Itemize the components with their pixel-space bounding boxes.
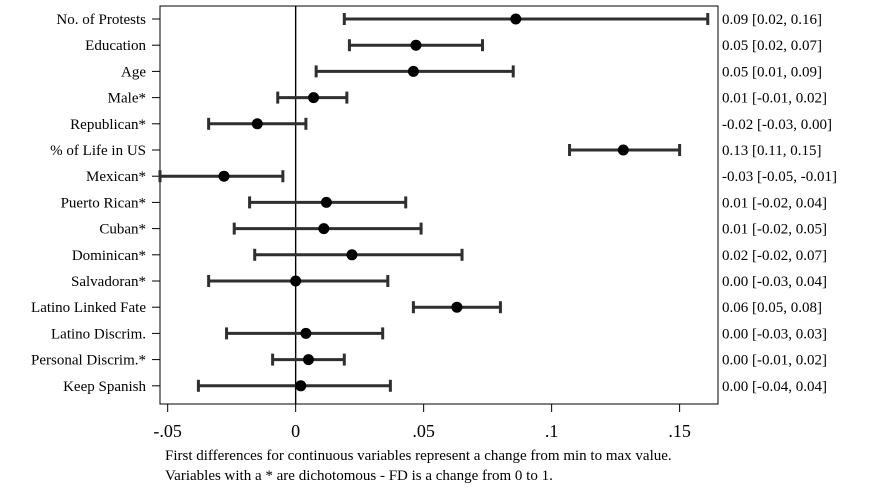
coefficient-row: Age 0.05 [0.01, 0.09] bbox=[121, 64, 822, 80]
estimate-value-label: 0.05 [0.01, 0.09] bbox=[722, 64, 822, 80]
point-estimate bbox=[407, 65, 419, 77]
coefficient-row: Puerto Rican* 0.01 [-0.02, 0.04] bbox=[61, 195, 827, 211]
plot-frame bbox=[159, 5, 719, 405]
x-axis-tick-label: .05 bbox=[412, 421, 435, 441]
row-label: Cuban* bbox=[99, 222, 146, 238]
coefficient-row: % of Life in US 0.13 [0.11, 0.15] bbox=[50, 143, 821, 159]
point-estimate bbox=[318, 223, 330, 235]
coefficient-row: Dominican* 0.02 [-0.02, 0.07] bbox=[72, 248, 827, 264]
estimate-value-label: 0.01 [-0.01, 0.02] bbox=[722, 91, 827, 107]
x-axis-tick-label: 0 bbox=[291, 421, 300, 441]
coefficient-row: No. of Protests 0.09 [0.02, 0.16] bbox=[56, 12, 822, 28]
footnote-line-1: First differences for continuous variabl… bbox=[165, 448, 672, 464]
estimate-value-label: 0.02 [-0.02, 0.07] bbox=[722, 248, 827, 264]
coefficient-row: Latino Discrim. 0.00 [-0.03, 0.03] bbox=[51, 326, 827, 342]
row-label: Latino Linked Fate bbox=[31, 300, 146, 316]
row-label: Age bbox=[121, 64, 146, 80]
coefficient-row: Male* 0.01 [-0.01, 0.02] bbox=[108, 91, 827, 107]
estimate-value-label: 0.05 [0.02, 0.07] bbox=[722, 38, 822, 54]
row-label: Keep Spanish bbox=[63, 379, 146, 395]
point-estimate bbox=[320, 196, 332, 208]
estimate-value-label: -0.02 [-0.03, 0.00] bbox=[722, 117, 832, 133]
coefficient-row: Cuban* 0.01 [-0.02, 0.05] bbox=[99, 222, 827, 238]
estimate-value-label: 0.01 [-0.02, 0.04] bbox=[722, 195, 827, 211]
coefficient-row: Republican* -0.02 [-0.03, 0.00] bbox=[70, 117, 832, 133]
point-estimate bbox=[617, 144, 629, 156]
row-label: Republican* bbox=[70, 117, 146, 133]
point-estimate bbox=[302, 354, 314, 366]
footnote-line-2: Variables with a * are dichotomous - FD … bbox=[165, 468, 553, 484]
row-label: No. of Protests bbox=[56, 12, 146, 28]
row-label: Latino Discrim. bbox=[51, 326, 146, 342]
coefficient-row: Latino Linked Fate 0.06 [0.05, 0.08] bbox=[31, 300, 822, 316]
estimate-value-label: 0.00 [-0.04, 0.04] bbox=[722, 379, 827, 395]
x-axis-tick-label: -.05 bbox=[153, 421, 182, 441]
x-axis-tick-label: .1 bbox=[545, 421, 559, 441]
estimate-value-label: 0.09 [0.02, 0.16] bbox=[722, 12, 822, 28]
estimate-value-label: 0.13 [0.11, 0.15] bbox=[722, 143, 821, 159]
estimate-value-label: -0.03 [-0.05, -0.01] bbox=[722, 169, 837, 185]
row-label: Education bbox=[85, 38, 146, 54]
estimate-value-label: 0.01 [-0.02, 0.05] bbox=[722, 222, 827, 238]
point-estimate bbox=[295, 380, 307, 392]
point-estimate bbox=[410, 39, 422, 51]
row-label: Dominican* bbox=[72, 248, 146, 264]
point-estimate bbox=[308, 92, 320, 104]
coefficient-row: Salvadoran* 0.00 [-0.03, 0.04] bbox=[71, 274, 827, 290]
point-estimate bbox=[451, 301, 463, 313]
row-label: Puerto Rican* bbox=[61, 195, 146, 211]
x-axis-tick-label: .15 bbox=[668, 421, 691, 441]
row-label: % of Life in US bbox=[50, 143, 146, 159]
row-label: Personal Discrim.* bbox=[31, 353, 146, 369]
estimate-value-label: 0.00 [-0.03, 0.04] bbox=[722, 274, 827, 290]
row-label: Male* bbox=[108, 91, 146, 107]
point-estimate bbox=[300, 327, 312, 339]
coefficient-row: Mexican* -0.03 [-0.05, -0.01] bbox=[86, 169, 837, 185]
estimate-value-label: 0.06 [0.05, 0.08] bbox=[722, 300, 822, 316]
coefficient-row: Keep Spanish 0.00 [-0.04, 0.04] bbox=[63, 379, 827, 395]
coefficient-row: Personal Discrim.* 0.00 [-0.01, 0.02] bbox=[31, 353, 827, 369]
estimate-value-label: 0.00 [-0.03, 0.03] bbox=[722, 326, 827, 342]
estimate-value-label: 0.00 [-0.01, 0.02] bbox=[722, 353, 827, 369]
point-estimate bbox=[346, 249, 358, 261]
row-label: Mexican* bbox=[86, 169, 146, 185]
point-estimate bbox=[290, 275, 302, 287]
point-estimate bbox=[218, 170, 230, 182]
row-label: Salvadoran* bbox=[71, 274, 146, 290]
point-estimate bbox=[251, 118, 263, 130]
point-estimate bbox=[510, 13, 522, 25]
coefficient-row: Education 0.05 [0.02, 0.07] bbox=[85, 38, 822, 54]
